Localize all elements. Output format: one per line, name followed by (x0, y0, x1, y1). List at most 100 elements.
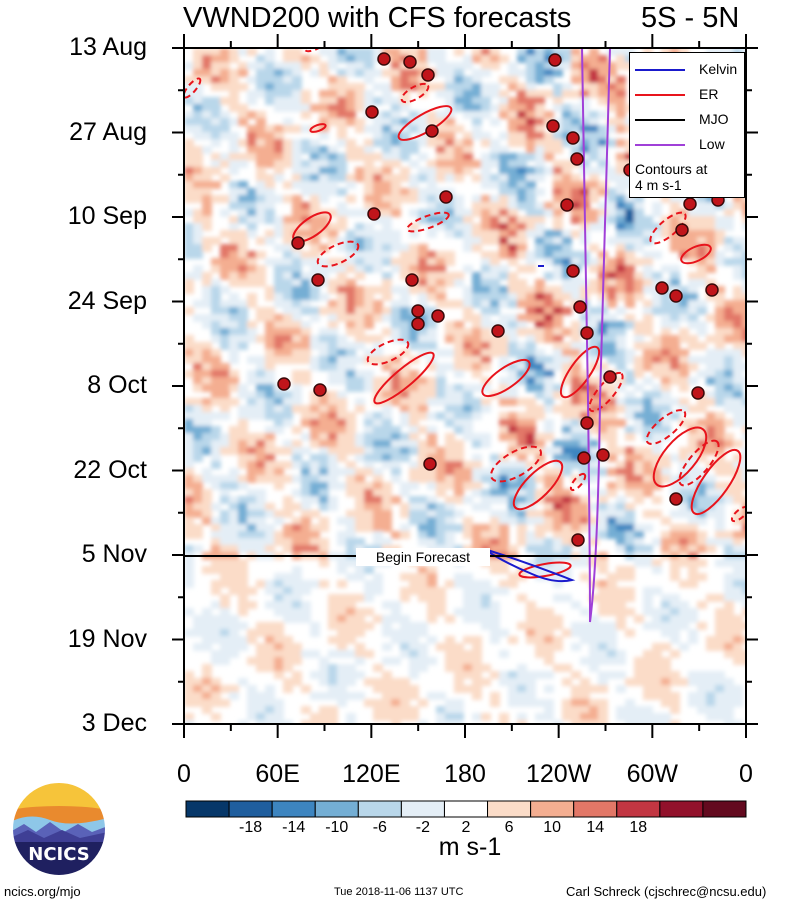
field-cell (211, 321, 221, 329)
field-cell (337, 118, 347, 126)
field-cell (616, 342, 626, 350)
field-cell (508, 104, 518, 112)
field-cell (301, 601, 311, 609)
field-cell (355, 433, 365, 441)
field-cell (580, 118, 590, 126)
field-cell (742, 587, 746, 595)
field-cell (517, 692, 527, 700)
field-cell (706, 426, 716, 434)
field-cell (220, 657, 230, 665)
field-cell (238, 405, 248, 413)
field-cell (328, 55, 338, 63)
field-cell (301, 461, 311, 469)
field-cell (481, 251, 491, 259)
storm-marker-icon (367, 207, 381, 221)
field-cell (274, 622, 284, 630)
field-cell (616, 685, 626, 693)
field-cell (364, 237, 374, 245)
field-cell (571, 104, 581, 112)
field-cell (742, 426, 746, 434)
field-cell (472, 272, 482, 280)
field-cell (733, 391, 743, 399)
field-cell (643, 664, 653, 672)
field-cell (706, 195, 716, 203)
field-cell (409, 419, 419, 427)
field-cell (256, 531, 266, 539)
field-cell (499, 496, 509, 504)
field-cell (427, 55, 437, 63)
field-cell (706, 377, 716, 385)
field-cell (283, 314, 293, 322)
field-cell (571, 419, 581, 427)
field-cell (292, 454, 302, 462)
field-cell (292, 377, 302, 385)
field-cell (742, 601, 746, 609)
field-cell (517, 349, 527, 357)
field-cell (625, 426, 635, 434)
field-cell (733, 293, 743, 301)
field-cell (247, 251, 257, 259)
field-cell (328, 265, 338, 273)
field-cell (544, 314, 554, 322)
field-cell (337, 699, 347, 707)
field-cell (229, 447, 239, 455)
field-cell (616, 531, 626, 539)
field-cell (319, 657, 329, 665)
field-cell (409, 440, 419, 448)
field-cell (319, 517, 329, 525)
field-cell (256, 146, 266, 154)
field-cell (616, 55, 626, 63)
field-cell (472, 90, 482, 98)
field-cell (391, 139, 401, 147)
field-cell (517, 251, 527, 259)
field-cell (427, 202, 437, 210)
field-cell (562, 125, 572, 133)
field-cell (265, 55, 275, 63)
field-cell (427, 363, 437, 371)
field-cell (292, 125, 302, 133)
field-cell (229, 118, 239, 126)
field-cell (283, 335, 293, 343)
field-cell (625, 531, 635, 539)
field-cell (301, 286, 311, 294)
field-cell (346, 174, 356, 182)
field-cell (544, 321, 554, 329)
field-cell (211, 524, 221, 532)
field-cell (301, 111, 311, 119)
field-cell (220, 650, 230, 658)
field-cell (598, 594, 608, 602)
field-cell (274, 587, 284, 595)
field-cell (598, 55, 608, 63)
field-cell (346, 622, 356, 630)
field-cell (283, 62, 293, 70)
field-cell (319, 713, 329, 721)
field-cell (481, 524, 491, 532)
field-cell (283, 321, 293, 329)
field-cell (229, 496, 239, 504)
field-cell (688, 223, 698, 231)
field-cell (634, 545, 644, 553)
field-cell (328, 398, 338, 406)
field-cell (400, 573, 410, 581)
field-cell (283, 139, 293, 147)
field-cell (274, 258, 284, 266)
field-cell (616, 384, 626, 392)
field-cell (724, 468, 734, 476)
field-cell (211, 650, 221, 658)
field-cell (400, 286, 410, 294)
field-cell (364, 251, 374, 259)
field-cell (391, 377, 401, 385)
field-cell (562, 111, 572, 119)
field-cell (364, 510, 374, 518)
field-cell (535, 167, 545, 175)
field-cell (427, 118, 437, 126)
field-cell (472, 244, 482, 252)
field-cell (634, 230, 644, 238)
field-cell (337, 391, 347, 399)
field-cell (706, 433, 716, 441)
field-cell (373, 342, 383, 350)
field-cell (580, 545, 590, 553)
field-cell (364, 76, 374, 84)
field-cell (724, 328, 734, 336)
field-cell (256, 622, 266, 630)
